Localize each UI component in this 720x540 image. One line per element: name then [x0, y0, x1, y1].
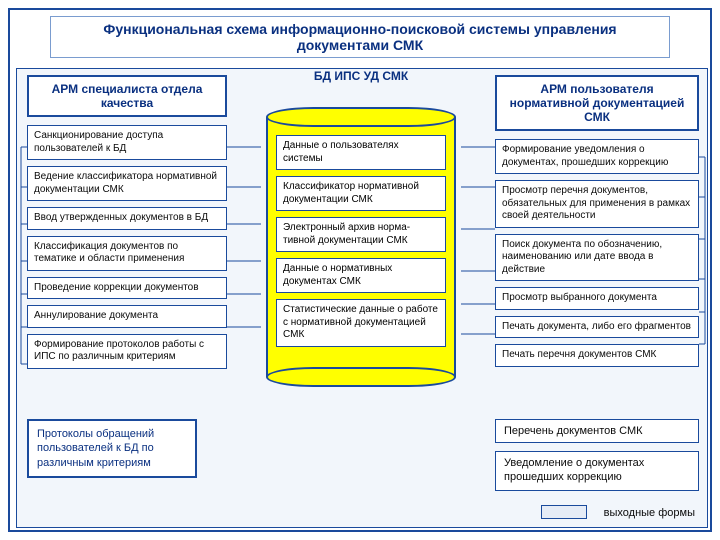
page-title: Функциональная схема информационно-поиск… — [50, 16, 670, 58]
mid-item: Данные о нормативных документах СМК — [276, 258, 446, 293]
left-item: Формирование протоколов работы с ИПС по … — [27, 334, 227, 369]
mid-item: Классификатор нормативной документации С… — [276, 176, 446, 211]
mid-item: Электронный архив норма-тивной документа… — [276, 217, 446, 252]
right-column: АРМ пользователя нормативной документаци… — [495, 75, 699, 373]
left-item: Проведение коррекции документов — [27, 277, 227, 300]
left-item: Ведение классификатора нормативной докум… — [27, 166, 227, 201]
bottom-right-output-2: Уведомление о документах прошедших корре… — [495, 451, 699, 491]
output-legend-swatch — [541, 505, 587, 519]
left-item: Ввод утвержденных документов в БД — [27, 207, 227, 230]
right-item: Просмотр выбранного документа — [495, 287, 699, 310]
cylinder-content: Данные о пользователях системы Классифик… — [276, 135, 446, 353]
left-item: Аннулирование документа — [27, 305, 227, 328]
right-column-header: АРМ пользователя нормативной документаци… — [495, 75, 699, 131]
database-cylinder: БД ИПС УД СМК Данные о пользователях сис… — [266, 107, 456, 387]
inner-frame: АРМ специалиста отдела качества Санкцион… — [16, 68, 708, 528]
left-column: АРМ специалиста отдела качества Санкцион… — [27, 75, 227, 375]
mid-item: Данные о пользователях системы — [276, 135, 446, 170]
left-item: Санкционирование доступа пользователей к… — [27, 125, 227, 160]
bottom-left-output: Протоколы обращений пользователей к БД п… — [27, 419, 197, 478]
cylinder-top — [266, 107, 456, 127]
bottom-right-output-1: Перечень документов СМК — [495, 419, 699, 443]
cylinder-bottom — [266, 367, 456, 387]
right-item: Формирование уведомления о документах, п… — [495, 139, 699, 174]
left-column-header: АРМ специалиста отдела качества — [27, 75, 227, 117]
right-item: Поиск документа по обозначению, наименов… — [495, 234, 699, 282]
right-item: Печать перечня документов СМК — [495, 344, 699, 367]
right-item: Просмотр перечня документов, обязательны… — [495, 180, 699, 228]
mid-item: Статистические данные о работе с нормати… — [276, 299, 446, 347]
mid-column-header: БД ИПС УД СМК — [266, 69, 456, 83]
output-legend-label: выходные формы — [604, 507, 695, 519]
right-item: Печать документа, либо его фрагментов — [495, 316, 699, 339]
left-item: Классификация документов по тематике и о… — [27, 236, 227, 271]
outer-frame: Функциональная схема информационно-поиск… — [8, 8, 712, 532]
mid-column: БД ИПС УД СМК Данные о пользователях сис… — [261, 75, 461, 387]
